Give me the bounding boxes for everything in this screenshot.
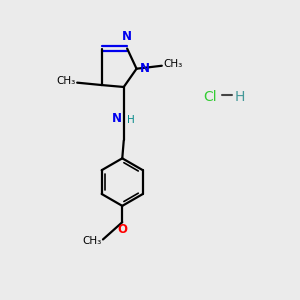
Text: CH₃: CH₃	[56, 76, 75, 86]
Text: CH₃: CH₃	[164, 59, 183, 69]
Text: N: N	[112, 112, 122, 125]
Text: N: N	[140, 62, 150, 75]
Text: H: H	[127, 115, 135, 124]
Text: CH₃: CH₃	[82, 236, 101, 246]
Text: H: H	[235, 89, 245, 103]
Text: O: O	[117, 224, 127, 236]
Text: Cl: Cl	[203, 89, 217, 103]
Text: N: N	[122, 30, 132, 43]
